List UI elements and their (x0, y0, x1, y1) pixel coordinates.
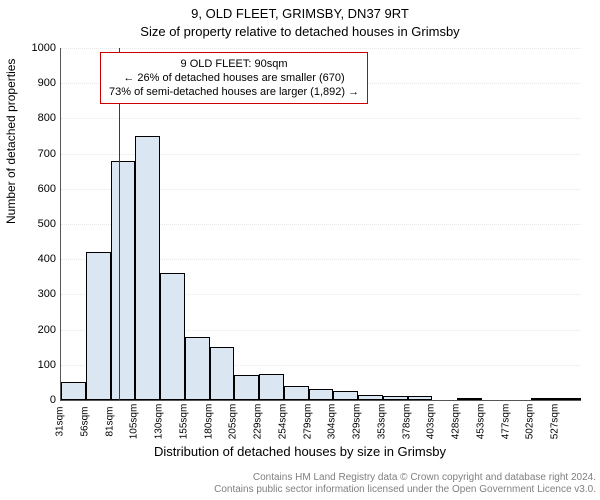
x-tick-label: 502sqm (525, 402, 536, 442)
y-tick-label: 100 (16, 360, 56, 370)
info-line-larger: 73% of semi-detached houses are larger (… (109, 85, 359, 99)
y-tick-label: 400 (16, 254, 56, 264)
x-tick-label: 304sqm (327, 402, 338, 442)
histogram-bar (408, 396, 433, 400)
x-tick-label: 428sqm (451, 402, 462, 442)
histogram-bar (383, 396, 408, 400)
x-tick-label: 229sqm (253, 402, 264, 442)
histogram-bar (556, 398, 581, 400)
x-tick-label: 31sqm (55, 402, 66, 442)
histogram-bar (358, 395, 383, 400)
histogram-bar (333, 391, 358, 400)
histogram-bar (61, 382, 86, 400)
x-tick-label: 81sqm (104, 402, 115, 442)
x-tick-label: 105sqm (129, 402, 140, 442)
footer-line2: Contains public sector information licen… (214, 484, 596, 495)
y-tick-label: 0 (16, 395, 56, 405)
y-tick-label: 200 (16, 325, 56, 335)
footer-line1: Contains HM Land Registry data © Crown c… (253, 472, 596, 483)
histogram-bar (160, 273, 185, 400)
histogram-bar (457, 398, 482, 400)
histogram-bar (284, 386, 309, 400)
chart-subtitle: Size of property relative to detached ho… (0, 24, 600, 39)
info-callout-box: 9 OLD FLEET: 90sqm ← 26% of detached hou… (100, 52, 368, 104)
x-tick-label: 378sqm (401, 402, 412, 442)
info-line-smaller: ← 26% of detached houses are smaller (67… (109, 71, 359, 85)
histogram-bar (86, 252, 111, 400)
x-tick-label: 279sqm (302, 402, 313, 442)
page-title: 9, OLD FLEET, GRIMSBY, DN37 9RT (0, 6, 600, 21)
x-tick-label: 56sqm (79, 402, 90, 442)
y-tick-label: 500 (16, 219, 56, 229)
histogram-bar (111, 161, 136, 400)
x-tick-label: 403sqm (426, 402, 437, 442)
x-tick-label: 353sqm (376, 402, 387, 442)
histogram-bar (309, 389, 334, 400)
histogram-bar (185, 337, 210, 400)
y-tick-label: 600 (16, 184, 56, 194)
footer-attribution: Contains HM Land Registry data © Crown c… (0, 472, 596, 496)
y-tick-label: 800 (16, 113, 56, 123)
x-tick-label: 180sqm (203, 402, 214, 442)
x-tick-label: 130sqm (154, 402, 165, 442)
histogram-bar (531, 398, 556, 400)
histogram-bar (234, 375, 259, 400)
gridline (61, 118, 581, 119)
histogram-bar (259, 374, 284, 400)
gridline (61, 48, 581, 49)
x-tick-label: 527sqm (550, 402, 561, 442)
y-tick-label: 700 (16, 149, 56, 159)
chart-page: 9, OLD FLEET, GRIMSBY, DN37 9RT Size of … (0, 0, 600, 500)
x-tick-label: 254sqm (277, 402, 288, 442)
y-tick-label: 300 (16, 289, 56, 299)
x-axis-label: Distribution of detached houses by size … (0, 444, 600, 459)
x-tick-label: 453sqm (475, 402, 486, 442)
histogram-bar (210, 347, 235, 400)
x-tick-label: 155sqm (178, 402, 189, 442)
histogram-bar (135, 136, 160, 400)
info-line-property: 9 OLD FLEET: 90sqm (109, 57, 359, 71)
y-tick-label: 1000 (16, 43, 56, 53)
x-tick-label: 477sqm (500, 402, 511, 442)
x-tick-label: 329sqm (352, 402, 363, 442)
y-tick-label: 900 (16, 78, 56, 88)
x-tick-label: 205sqm (228, 402, 239, 442)
